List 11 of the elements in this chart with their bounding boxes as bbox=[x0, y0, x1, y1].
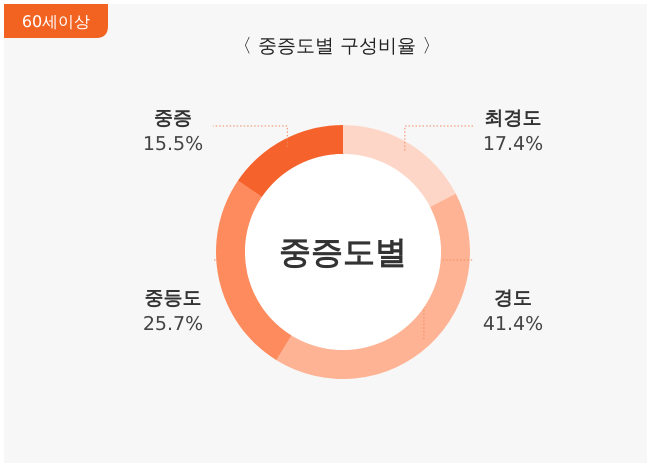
slice-label: 중증 bbox=[154, 107, 192, 129]
data-label: 15.5% bbox=[142, 133, 204, 155]
data-label: 25.7% bbox=[142, 313, 204, 335]
text: 중증도별 bbox=[279, 233, 407, 271]
text: 60세이상 bbox=[22, 12, 90, 31]
legend-label: 중등도 bbox=[144, 287, 202, 309]
chart-title: 〈 중증도별 구성비율 〉 bbox=[232, 35, 442, 57]
data-label: 41.4% bbox=[482, 313, 544, 335]
data-label: 17.4% bbox=[482, 133, 544, 155]
slice-label: 경도 bbox=[494, 287, 532, 309]
slice-label: 최경도 bbox=[484, 107, 542, 129]
